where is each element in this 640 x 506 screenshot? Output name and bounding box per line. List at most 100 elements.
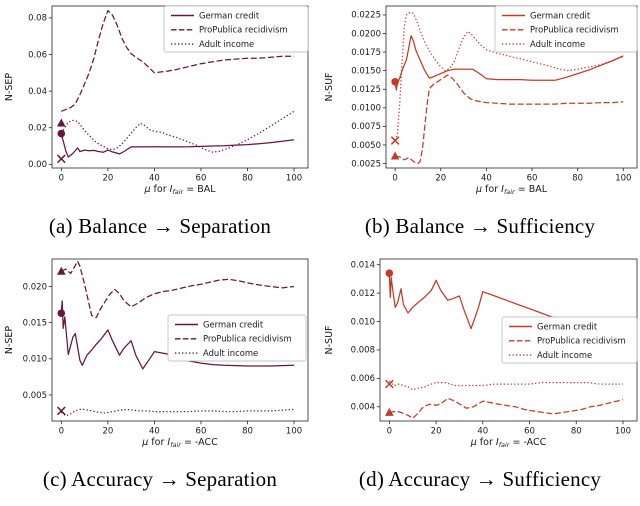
x-tick-label: 60 <box>196 174 207 184</box>
plot-row-top: 0 20 40 60 80 100 0.00 0.02 0.04 0.06 0.08 μ for If… <box>0 0 640 200</box>
legend-label: ProPublica recidivism <box>530 25 619 35</box>
marker-circle <box>57 129 66 138</box>
y-tick-label: 0.008 <box>351 346 375 356</box>
legend-label: ProPublica recidivism <box>199 25 288 35</box>
marker-x <box>56 406 66 416</box>
caption-c: (c) Accuracy → Separation <box>42 467 278 491</box>
x-tick-label: 100 <box>286 427 302 437</box>
x-tick-label: 40 <box>477 427 488 437</box>
chart-balance-sufficiency: 0 20 40 60 80 100 0.0025 0.0050 0.0075 0.0100 0.01… <box>324 5 638 196</box>
marker-circle <box>391 77 399 86</box>
plot-row-bottom: 0 20 40 60 80 100 0.005 0.010 0.015 0.020 μ for If… <box>0 253 640 453</box>
x-tick-label: 20 <box>102 174 113 184</box>
marker-triangle <box>385 407 394 416</box>
legend-label: ProPublica recidivism <box>537 336 626 346</box>
legend: German credit ProPublica recidivism Adult … <box>163 5 309 53</box>
y-tick-label: 0.020 <box>23 282 47 292</box>
legend-box <box>167 314 307 362</box>
y-tick-label: 0.00 <box>28 160 47 170</box>
y-tick-label: 0.014 <box>351 260 375 270</box>
marker-circle <box>57 309 66 318</box>
y-axis-label: N-SEP <box>4 326 15 355</box>
marker-triangle <box>390 151 400 160</box>
x-axis-label: μ for Ifair = BAL <box>143 184 216 196</box>
y-tick-label: 0.005 <box>23 391 47 401</box>
y-tick-label: 0.0150 <box>351 66 381 76</box>
marker-x <box>390 136 400 145</box>
y-tick-label: 0.08 <box>28 14 47 24</box>
legend-label: Adult income <box>530 39 585 49</box>
x-axis-label: μ for Ifair = -ACC <box>470 437 547 449</box>
marker-x <box>56 154 66 164</box>
x-tick-label: 0 <box>59 427 64 437</box>
series-dashed <box>394 74 624 165</box>
marker-triangle <box>57 118 66 127</box>
y-tick-label: 0.0025 <box>351 159 381 169</box>
y-tick-label: 0.06 <box>28 50 47 60</box>
y-tick-label: 0.010 <box>351 317 375 327</box>
x-tick-label: 100 <box>286 174 302 184</box>
x-tick-label: 60 <box>527 174 538 184</box>
legend-box <box>494 5 638 53</box>
caption-a: (a) Balance → Separation <box>48 214 272 238</box>
y-tick-label: 0.015 <box>23 318 47 328</box>
legend: German credit ProPublica recidivism Adult … <box>494 5 638 53</box>
legend-label: Adult income <box>199 39 254 49</box>
legend-label: German credit <box>199 10 260 20</box>
legend-label: Adult income <box>537 350 592 360</box>
y-axis-label: N-SUF <box>324 326 335 355</box>
x-tick-label: 80 <box>571 427 582 437</box>
x-tick-label: 0 <box>59 174 64 184</box>
y-tick-label: 0.004 <box>351 403 375 413</box>
x-tick-label: 80 <box>242 427 253 437</box>
legend-label: Adult income <box>203 348 258 358</box>
caption-row-top: (a) Balance → Separation (b) Balance → S… <box>0 200 640 253</box>
x-tick-label: 0 <box>387 427 392 437</box>
y-tick-label: 0.006 <box>351 374 375 384</box>
series-dashed <box>389 397 624 419</box>
plot-frame <box>51 258 309 422</box>
chart-balance-separation: 0 20 40 60 80 100 0.00 0.02 0.04 0.06 0.08 μ for If… <box>4 5 309 196</box>
marker-x <box>385 379 394 389</box>
x-axis-label: μ for Ifair = -ACC <box>141 437 218 449</box>
y-tick-label: 0.012 <box>351 289 375 299</box>
legend-label: ProPublica recidivism <box>203 334 292 344</box>
marker-circle <box>385 269 394 278</box>
y-tick-label: 0.0175 <box>351 48 381 58</box>
series-dotted <box>394 12 624 141</box>
y-axis-label: N-SUF <box>324 73 335 102</box>
x-tick-label: 40 <box>149 427 160 437</box>
series-solid <box>394 35 624 91</box>
legend-label: German credit <box>203 319 264 329</box>
x-tick-label: 0 <box>392 174 397 184</box>
x-tick-label: 80 <box>572 174 583 184</box>
series-dashed <box>61 260 295 319</box>
y-tick-label: 0.0125 <box>351 85 381 95</box>
x-tick-label: 60 <box>524 427 535 437</box>
chart-accuracy-separation: 0 20 40 60 80 100 0.005 0.010 0.015 0.020 μ for If… <box>4 258 309 449</box>
legend-box <box>501 316 638 364</box>
y-tick-label: 0.0200 <box>351 29 381 39</box>
x-tick-label: 20 <box>435 174 446 184</box>
y-tick-label: 0.0100 <box>351 104 381 114</box>
series-solid <box>60 133 295 158</box>
caption-d: (d) Accuracy → Sufficiency <box>358 467 602 491</box>
x-tick-label: 60 <box>196 427 207 437</box>
y-tick-label: 0.04 <box>28 87 47 97</box>
legend-box <box>163 5 309 53</box>
legend: German credit ProPublica recidivism Adult … <box>167 314 307 362</box>
caption-row-bottom: (c) Accuracy → Separation (d) Accuracy →… <box>0 453 640 506</box>
x-tick-label: 20 <box>431 427 442 437</box>
y-tick-label: 0.010 <box>23 355 47 365</box>
legend-label: German credit <box>537 321 598 331</box>
x-tick-label: 40 <box>149 174 160 184</box>
x-tick-label: 100 <box>615 174 631 184</box>
x-tick-label: 80 <box>242 174 253 184</box>
y-tick-label: 0.0050 <box>351 141 381 151</box>
y-tick-label: 0.0075 <box>351 122 381 132</box>
x-tick-label: 20 <box>102 427 113 437</box>
marker-triangle <box>57 266 66 275</box>
legend: German credit ProPublica recidivism Adult … <box>501 316 638 364</box>
series-dotted <box>60 408 295 417</box>
